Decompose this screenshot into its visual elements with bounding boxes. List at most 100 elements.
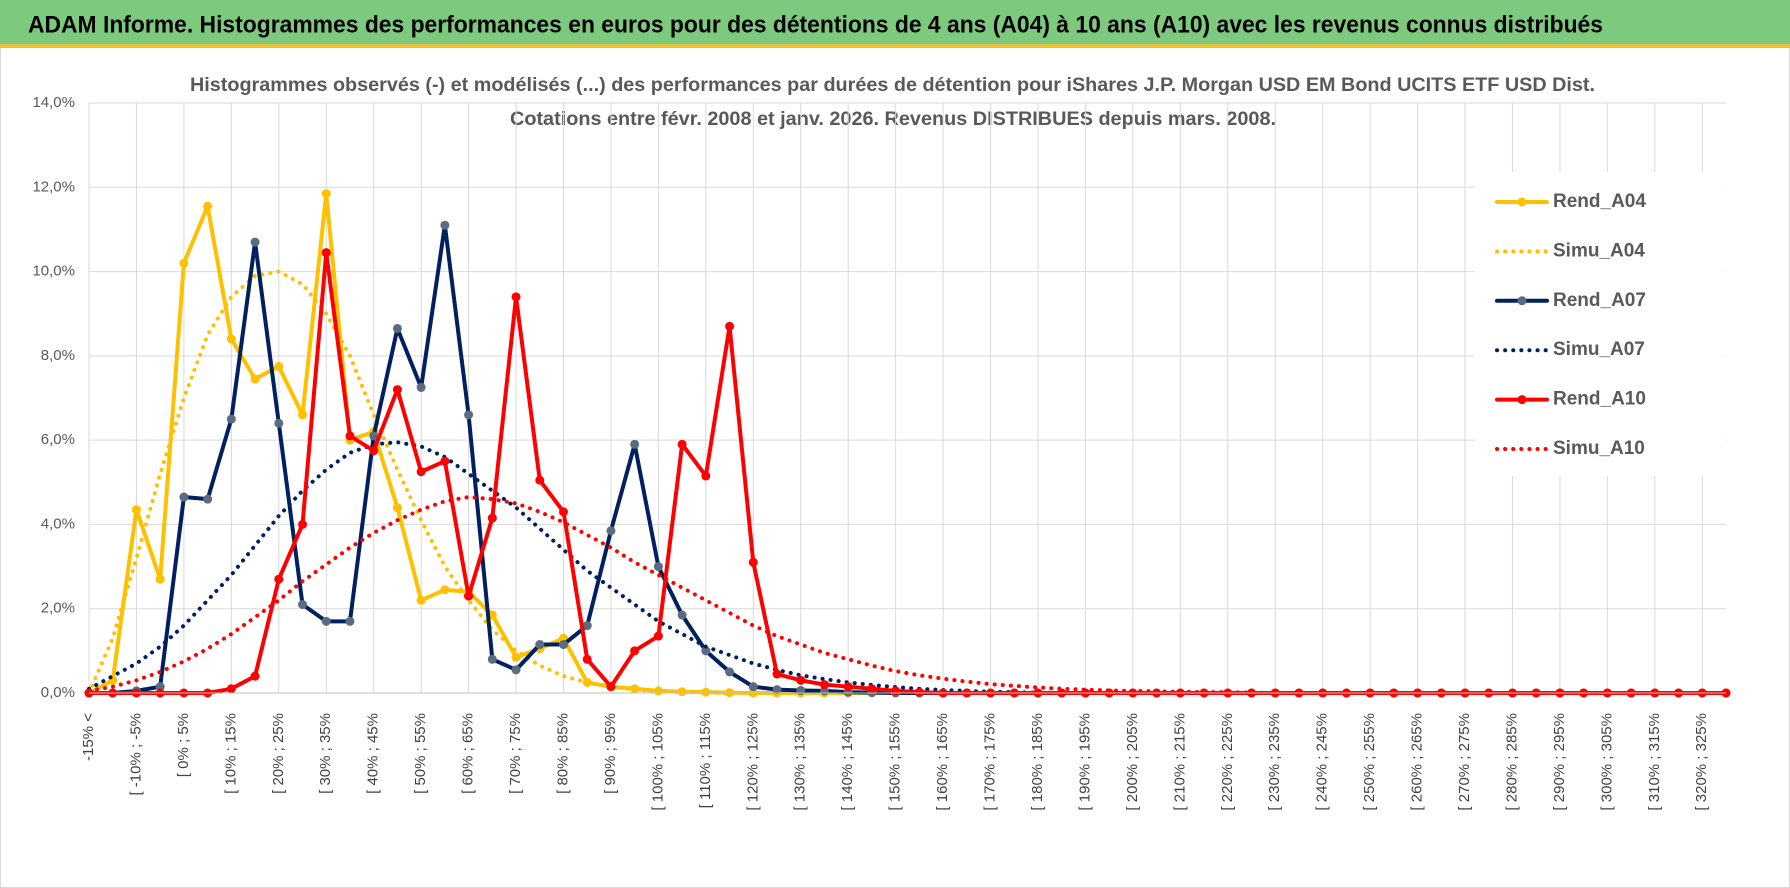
x-tick-label: [ 150% ; 155% bbox=[887, 713, 904, 811]
marker bbox=[179, 492, 189, 502]
legend-label: Simu_A10 bbox=[1553, 438, 1645, 459]
x-tick-label: [ 20% ; 25% bbox=[270, 713, 287, 794]
marker bbox=[298, 410, 308, 420]
legend-label: Rend_A07 bbox=[1553, 290, 1646, 311]
marker bbox=[440, 456, 450, 466]
marker bbox=[392, 503, 402, 513]
legend-marker bbox=[1517, 296, 1527, 306]
marker bbox=[226, 414, 236, 424]
marker bbox=[725, 667, 735, 677]
marker bbox=[606, 526, 616, 536]
marker bbox=[416, 595, 426, 605]
chart-subtitle: Cotations entre févr. 2008 et janv. 2026… bbox=[510, 109, 1276, 130]
x-tick-label: [ 310% ; 315% bbox=[1646, 713, 1663, 811]
y-tick-label: 10,0% bbox=[32, 263, 75, 280]
x-tick-label: [ 80% ; 85% bbox=[554, 713, 571, 794]
marker bbox=[653, 631, 663, 641]
marker bbox=[511, 652, 521, 662]
marker bbox=[203, 201, 213, 211]
marker bbox=[511, 665, 521, 675]
marker bbox=[582, 654, 592, 664]
legend-marker bbox=[1517, 395, 1527, 405]
x-tick-label: [ 230% ; 235% bbox=[1266, 713, 1283, 811]
marker bbox=[535, 475, 545, 485]
marker bbox=[203, 494, 213, 504]
marker bbox=[369, 446, 379, 456]
marker bbox=[274, 574, 284, 584]
header-rule bbox=[0, 44, 1790, 48]
x-tick-label: [ 200% ; 205% bbox=[1124, 713, 1141, 811]
y-tick-label: 4,0% bbox=[41, 515, 75, 532]
marker bbox=[321, 248, 331, 258]
marker bbox=[819, 680, 829, 690]
marker bbox=[464, 410, 474, 420]
marker bbox=[487, 654, 497, 664]
marker bbox=[843, 682, 853, 692]
x-tick-label: [ 170% ; 175% bbox=[982, 713, 999, 811]
marker bbox=[369, 431, 379, 441]
y-tick-label: 8,0% bbox=[41, 347, 75, 364]
axes: 0,0% 2,0% 4,0% 6,0% 8,0% 10,0% 12,0% 14,0% -15% … bbox=[32, 94, 1726, 811]
marker bbox=[298, 519, 308, 529]
legend: Rend_A04 Simu_A04 Rend_A07 Simu_A07 Rend_A10… bbox=[1475, 172, 1725, 476]
marker bbox=[321, 616, 331, 626]
x-tick-label: [ 0% ; 5% bbox=[175, 713, 192, 777]
x-tick-label: [ 220% ; 225% bbox=[1219, 713, 1236, 811]
marker bbox=[250, 671, 260, 681]
marker bbox=[226, 334, 236, 344]
marker bbox=[321, 189, 331, 199]
marker bbox=[440, 220, 450, 230]
x-tick-label: [ 100% ; 105% bbox=[649, 713, 666, 811]
x-tick-label: [ 250% ; 255% bbox=[1361, 713, 1378, 811]
x-tick-label: [ 180% ; 185% bbox=[1029, 713, 1046, 811]
x-tick-label: [ 30% ; 35% bbox=[317, 713, 334, 794]
legend-label: Rend_A10 bbox=[1553, 389, 1646, 410]
legend-label: Rend_A04 bbox=[1553, 191, 1646, 212]
x-tick-label: [ 10% ; 15% bbox=[222, 713, 239, 794]
marker bbox=[274, 361, 284, 371]
marker bbox=[891, 686, 901, 696]
marker bbox=[464, 591, 474, 601]
marker bbox=[155, 682, 165, 692]
marker bbox=[226, 684, 236, 694]
marker bbox=[725, 321, 735, 331]
marker bbox=[772, 669, 782, 679]
legend-label: Simu_A07 bbox=[1553, 339, 1645, 360]
marker bbox=[274, 418, 284, 428]
x-tick-label: [ 40% ; 45% bbox=[365, 713, 382, 794]
marker bbox=[653, 562, 663, 572]
x-tick-label: [ 300% ; 305% bbox=[1598, 713, 1615, 811]
header-title: ADAM Informe. Histogrammes des performan… bbox=[28, 11, 1603, 38]
marker bbox=[677, 610, 687, 620]
marker bbox=[392, 385, 402, 395]
legend-label: Simu_A04 bbox=[1553, 240, 1645, 261]
marker bbox=[701, 471, 711, 481]
marker bbox=[796, 675, 806, 685]
legend-marker bbox=[1517, 197, 1527, 207]
marker bbox=[416, 467, 426, 477]
y-tick-label: 2,0% bbox=[41, 600, 75, 617]
marker bbox=[250, 374, 260, 384]
marker bbox=[701, 646, 711, 656]
x-tick-label: [ 50% ; 55% bbox=[412, 713, 429, 794]
x-tick-label: [ 120% ; 125% bbox=[744, 713, 761, 811]
x-tick-label: [ 140% ; 145% bbox=[839, 713, 856, 811]
marker bbox=[558, 507, 568, 517]
marker bbox=[298, 600, 308, 609]
marker bbox=[345, 431, 355, 441]
x-tick-label: [ 130% ; 135% bbox=[792, 713, 809, 811]
marker bbox=[155, 574, 165, 584]
x-tick-label: [ 290% ; 295% bbox=[1551, 713, 1568, 811]
y-tick-label: 0,0% bbox=[41, 684, 75, 701]
marker bbox=[535, 640, 545, 650]
x-tick-label: [ 240% ; 245% bbox=[1314, 713, 1331, 811]
marker bbox=[558, 640, 568, 650]
marker bbox=[416, 382, 426, 392]
x-tick-label: [ 160% ; 165% bbox=[934, 713, 951, 811]
marker bbox=[250, 237, 260, 247]
x-tick-label: [ 60% ; 65% bbox=[460, 713, 477, 794]
x-tick-label: [ -10% ; -5% bbox=[127, 713, 144, 796]
x-tick-label: [ 210% ; 215% bbox=[1171, 713, 1188, 811]
y-tick-label: 6,0% bbox=[41, 431, 75, 448]
